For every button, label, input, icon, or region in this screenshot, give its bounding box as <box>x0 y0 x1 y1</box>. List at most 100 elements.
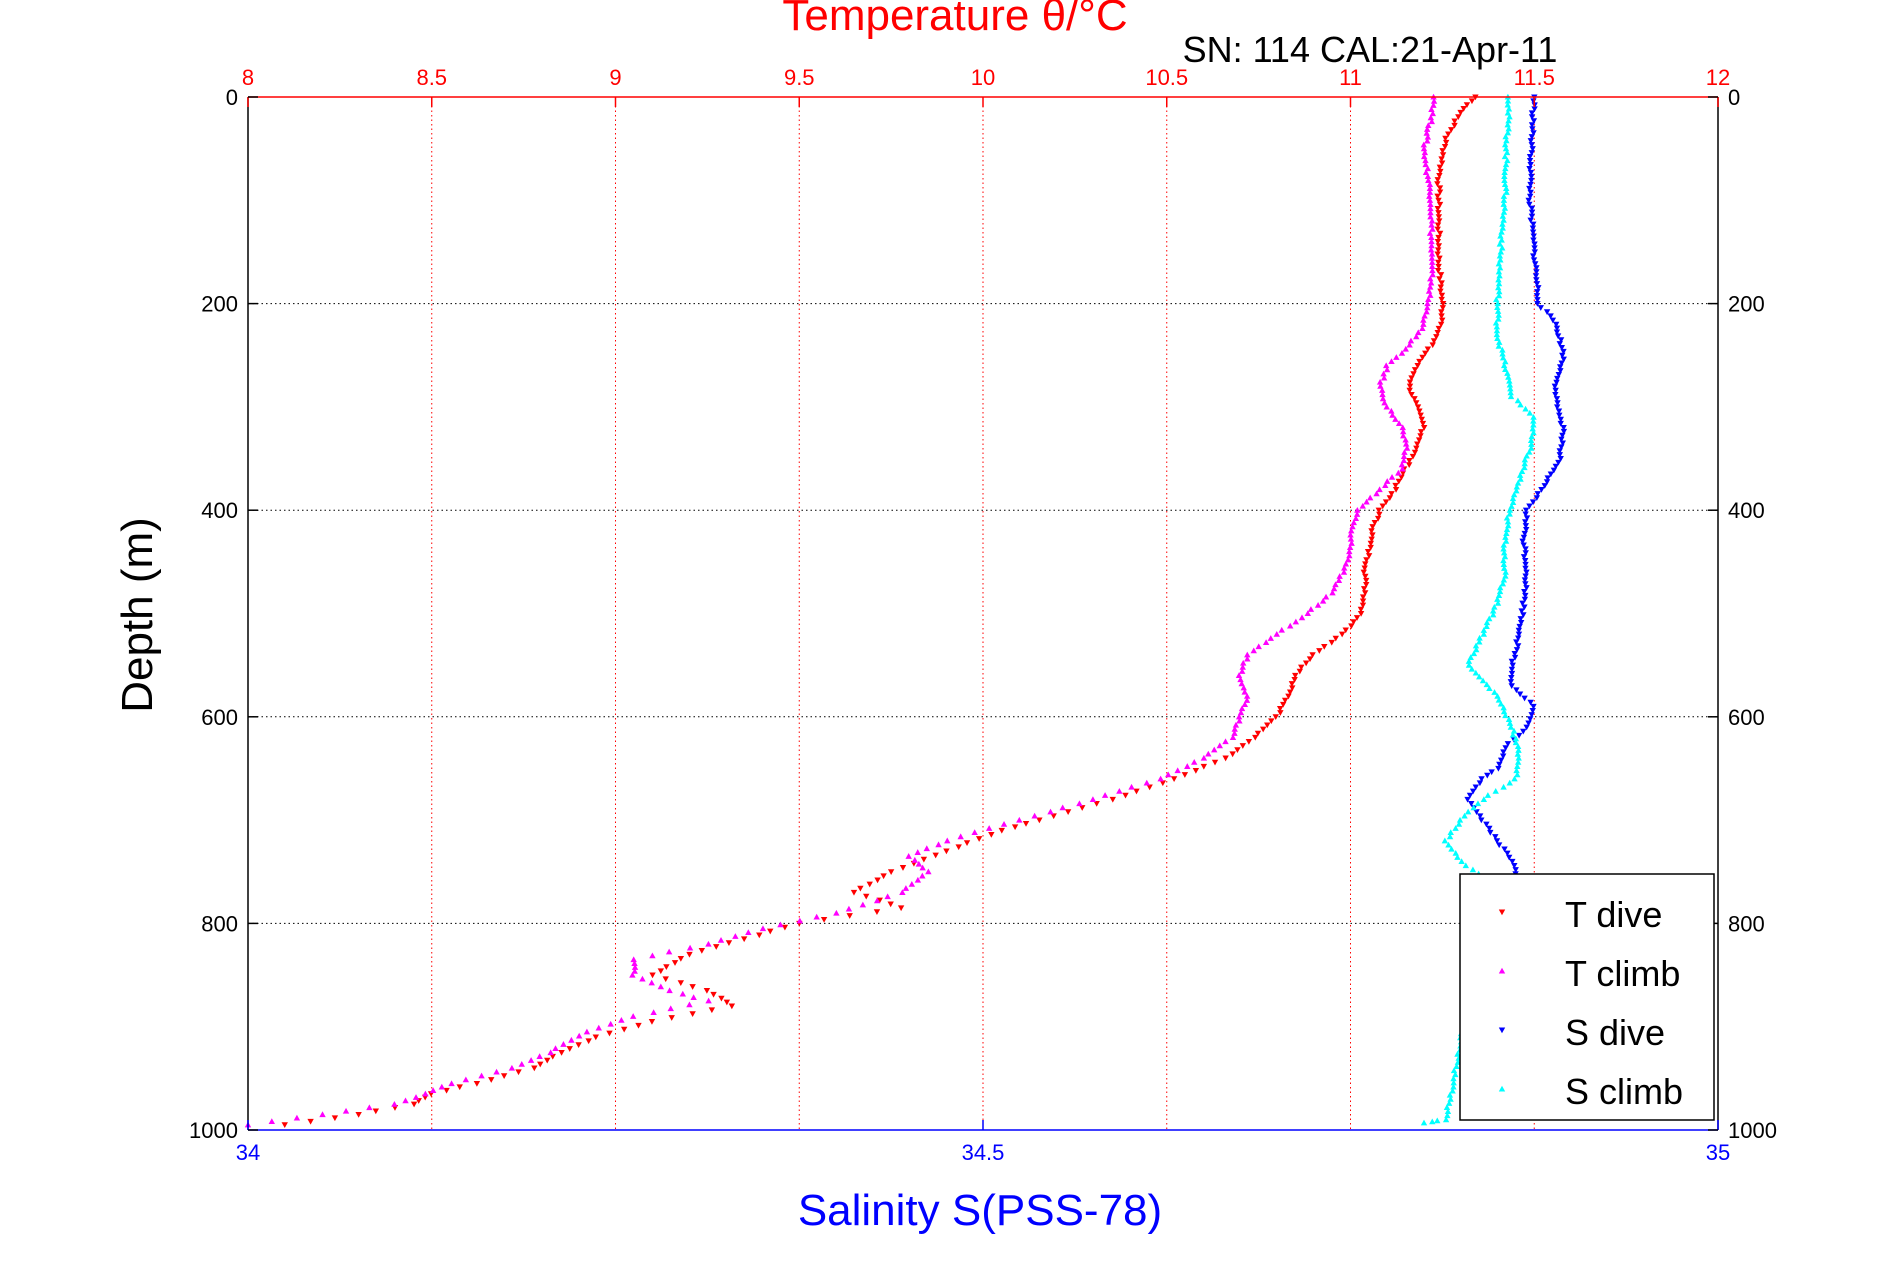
data-point <box>1367 544 1374 551</box>
data-point <box>1473 809 1480 816</box>
data-point <box>1558 444 1565 451</box>
data-point <box>355 1111 362 1118</box>
legend-marker <box>1498 909 1506 916</box>
data-point <box>629 1013 637 1019</box>
data-point <box>1468 98 1476 105</box>
data-point <box>1495 696 1503 703</box>
data-point <box>1559 432 1566 439</box>
data-point <box>1401 449 1408 455</box>
data-point <box>1399 428 1407 435</box>
data-point <box>1518 608 1525 615</box>
data-point <box>1434 251 1441 258</box>
data-point <box>1483 619 1491 626</box>
tick-label-bottom: 34 <box>236 1140 260 1165</box>
data-point <box>1402 436 1409 443</box>
data-point <box>1533 265 1540 272</box>
data-point <box>478 1072 485 1079</box>
data-point <box>1547 313 1554 320</box>
data-point <box>1417 429 1425 435</box>
data-point <box>1520 542 1527 549</box>
data-point <box>914 876 922 883</box>
data-point <box>1379 391 1386 398</box>
data-point <box>1559 440 1566 447</box>
data-point <box>1515 747 1522 753</box>
data-point <box>1486 825 1493 832</box>
tick-label-left: 800 <box>201 911 238 936</box>
data-point <box>1452 825 1459 831</box>
data-point <box>1451 118 1458 125</box>
data-point <box>1398 349 1406 356</box>
data-point <box>1222 755 1229 762</box>
data-point <box>1336 573 1343 579</box>
data-point <box>1499 212 1507 219</box>
data-point <box>1241 688 1248 695</box>
data-point <box>606 1030 613 1037</box>
data-point <box>1504 741 1512 747</box>
data-point <box>1424 346 1432 353</box>
data-point <box>1244 655 1251 662</box>
data-point <box>1495 315 1502 322</box>
data-point <box>1047 808 1054 815</box>
data-point <box>1446 833 1454 840</box>
data-point <box>1400 432 1407 439</box>
x-axis-label-bottom: Salinity S(PSS-78) <box>798 1186 1162 1235</box>
data-point <box>1530 98 1537 105</box>
data-point <box>833 909 840 916</box>
data-point <box>1553 396 1561 402</box>
data-point <box>1454 854 1461 860</box>
data-point <box>1554 375 1561 382</box>
data-point <box>1499 224 1506 231</box>
data-point <box>1470 804 1477 811</box>
data-point <box>925 868 932 875</box>
data-point <box>1537 305 1544 311</box>
data-point <box>1406 341 1413 348</box>
data-point <box>1506 779 1513 786</box>
data-point <box>705 940 712 947</box>
data-point <box>1448 845 1455 852</box>
data-point <box>1389 411 1396 418</box>
data-point <box>1529 708 1536 714</box>
data-point <box>1298 664 1305 671</box>
legend-box <box>1459 873 1715 1121</box>
data-point <box>1504 157 1511 164</box>
data-point <box>1359 502 1366 509</box>
data-point <box>1529 126 1536 132</box>
data-point <box>1408 375 1415 382</box>
data-point <box>650 1009 657 1016</box>
data-point <box>1522 519 1529 526</box>
data-point <box>1476 780 1484 787</box>
data-point <box>1494 304 1501 311</box>
data-point <box>1434 247 1442 254</box>
data-point <box>1438 292 1446 299</box>
data-point <box>1429 342 1436 349</box>
data-point <box>1512 867 1519 873</box>
data-point <box>1380 370 1387 377</box>
data-point <box>1379 395 1387 402</box>
data-point <box>1502 161 1510 168</box>
data-point <box>1438 296 1445 303</box>
data-point <box>1528 213 1536 220</box>
data-point <box>1528 114 1536 121</box>
data-point <box>1501 169 1508 176</box>
data-point <box>1450 1075 1457 1082</box>
data-point <box>1452 1071 1459 1078</box>
data-point <box>630 956 637 963</box>
data-point <box>1499 580 1507 587</box>
data-point <box>1338 631 1346 638</box>
data-point <box>1502 133 1509 140</box>
data-point <box>518 1060 525 1067</box>
data-point <box>1513 487 1520 494</box>
data-point <box>1369 532 1376 539</box>
data-point <box>1449 1087 1456 1094</box>
data-point <box>1361 590 1369 597</box>
data-point <box>448 1080 455 1087</box>
data-point <box>1522 581 1529 588</box>
data-point <box>1496 272 1503 279</box>
data-point <box>1429 226 1436 232</box>
data-point <box>1497 700 1505 707</box>
data-point <box>1296 668 1304 675</box>
data-point <box>456 1084 463 1091</box>
data-point <box>1406 458 1413 464</box>
data-point <box>796 917 804 924</box>
data-point <box>1522 523 1530 529</box>
